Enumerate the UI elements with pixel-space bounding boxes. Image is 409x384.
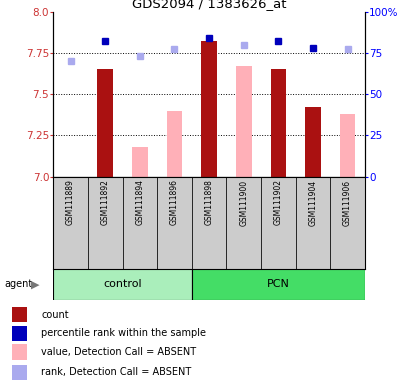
Text: GSM111904: GSM111904 [308,179,317,225]
Bar [339,114,355,177]
Bar [53,269,191,300]
Text: GSM111889: GSM111889 [66,179,75,225]
Bar [12,307,27,322]
Bar [235,66,251,177]
Bar [97,69,113,177]
Text: rank, Detection Call = ABSENT: rank, Detection Call = ABSENT [41,367,191,377]
Bar [12,326,27,341]
Bar [191,177,226,269]
Text: agent: agent [4,279,32,289]
Title: GDS2094 / 1383626_at: GDS2094 / 1383626_at [132,0,285,10]
Text: GSM111902: GSM111902 [273,179,282,225]
Text: ▶: ▶ [31,279,39,289]
Bar [53,177,88,269]
Text: percentile rank within the sample: percentile rank within the sample [41,328,205,338]
Bar [295,177,330,269]
Bar [157,177,191,269]
Bar [132,147,147,177]
Text: GSM111892: GSM111892 [101,179,110,225]
Bar [12,364,27,380]
Bar [166,111,182,177]
Bar [261,177,295,269]
Text: count: count [41,310,68,320]
Bar [330,177,364,269]
Text: control: control [103,279,142,289]
Text: GSM111896: GSM111896 [170,179,179,225]
Bar [226,177,261,269]
Text: GSM111898: GSM111898 [204,179,213,225]
Text: PCN: PCN [266,279,289,289]
Bar [191,269,364,300]
Bar [88,177,122,269]
Text: value, Detection Call = ABSENT: value, Detection Call = ABSENT [41,347,196,357]
Bar [12,344,27,359]
Bar [304,107,320,177]
Text: GSM111894: GSM111894 [135,179,144,225]
Text: GSM111900: GSM111900 [238,179,247,225]
Bar [122,177,157,269]
Bar [270,69,285,177]
Bar [201,41,216,177]
Text: GSM111906: GSM111906 [342,179,351,225]
